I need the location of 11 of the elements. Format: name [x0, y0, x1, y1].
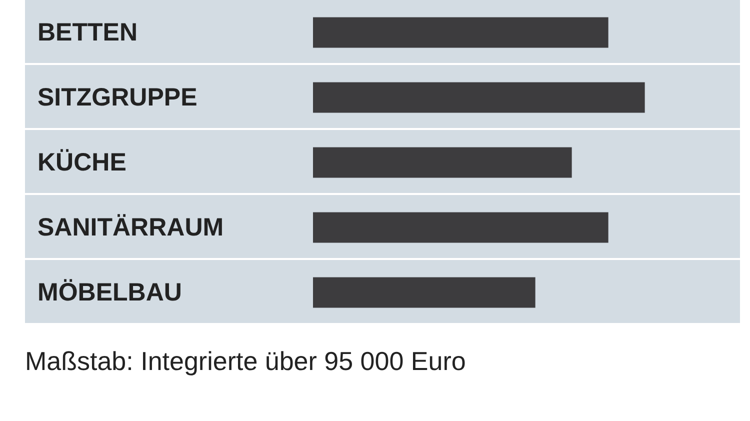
- y-tick-label: BETTEN: [38, 18, 138, 46]
- y-tick-label: MÖBELBAU: [38, 278, 182, 306]
- bar: [313, 212, 608, 243]
- bar: [313, 277, 536, 308]
- y-tick-label: SANITÄRRAUM: [38, 214, 224, 242]
- bar: [313, 147, 572, 178]
- bar: [313, 82, 645, 113]
- y-tick-label: SITZGRUPPE: [38, 84, 198, 112]
- bar: [313, 17, 608, 48]
- y-tick-label: KÜCHE: [38, 148, 126, 176]
- text: Maßstab: Integrierte über 95 000 Euro: [25, 346, 466, 377]
